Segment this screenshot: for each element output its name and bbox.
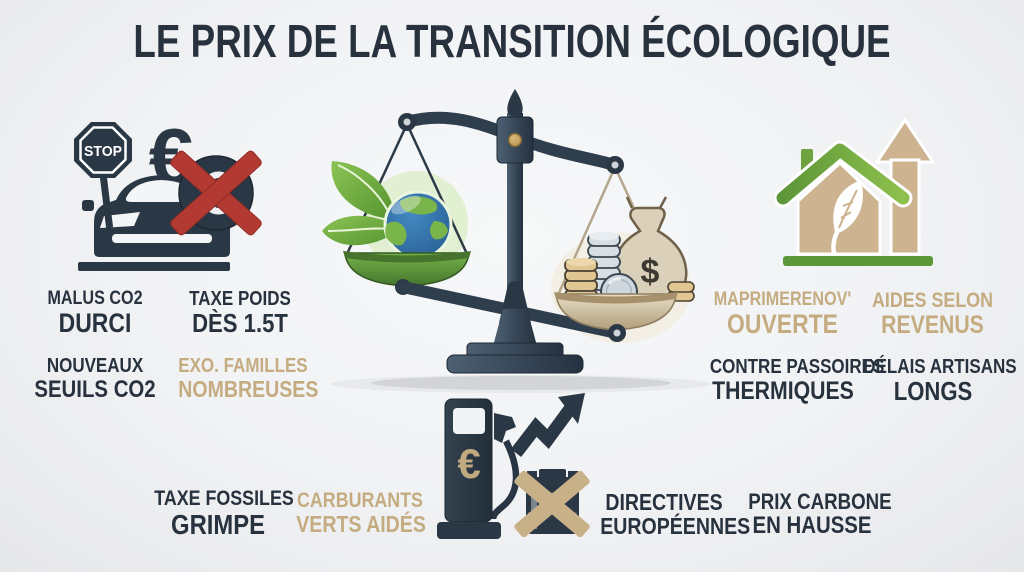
base-stem <box>493 309 537 346</box>
label-line: LONGS <box>893 376 973 406</box>
label-line: TAXE FOSSILES <box>154 487 294 510</box>
base-slab <box>446 354 584 374</box>
globe-icon <box>383 190 453 260</box>
finial <box>507 89 523 117</box>
eco-house-icon <box>775 117 936 266</box>
label-line: OUVERTE <box>727 308 838 339</box>
label-line: PRIX CARBONE <box>748 489 892 514</box>
label-line: DÉLAIS ARTISANS <box>863 356 1017 378</box>
label-exo-familles: EXO. FAMILLES NOMBREUSES <box>167 355 319 402</box>
label-taxe-fossiles: TAXE FOSSILES GRIMPE <box>143 487 294 541</box>
label-line: TAXE POIDS <box>189 288 291 310</box>
label-line: AIDES SELON <box>871 289 993 312</box>
dollar-symbol: $ <box>641 253 660 291</box>
label-line: DURCI <box>58 307 132 338</box>
pump-body: € <box>437 398 520 539</box>
label-taxe-poids: TAXE POIDS DÈS 1.5T <box>170 289 310 337</box>
beam-joint-pin <box>403 118 411 126</box>
tan-cross-icon <box>514 470 590 538</box>
label-maprimerenov: MAPRIMERENOV' OUVERTE <box>700 289 865 339</box>
stop-sign-icon: STOP <box>74 122 132 228</box>
label-carburants-verts: CARBURANTS VERTS AIDÉS <box>285 489 435 538</box>
label-line: THERMIQUES <box>712 377 854 405</box>
fuel-pump-icon: € <box>437 393 590 539</box>
label-line: DÈS 1.5T <box>192 308 288 338</box>
label-prix-carbone: PRIX CARBONE EN HAUSSE <box>737 489 892 540</box>
label-line: CONTRE PASSOIRES <box>709 356 885 378</box>
beam-joint-pin <box>611 161 619 169</box>
pump-euro-symbol: € <box>457 440 480 487</box>
oil-barrel-banned-icon <box>514 469 590 538</box>
page-title: LE PRIX DE LA TRANSITION ÉCOLOGIQUE <box>133 15 891 67</box>
label-line: GRIMPE <box>171 509 265 541</box>
pan-pivot-pin <box>613 329 621 337</box>
label-line: DIRECTIVES <box>605 489 723 515</box>
balance-scale-icon: $ <box>322 89 711 393</box>
house-icon <box>775 140 913 256</box>
label-line: MALUS CO2 <box>47 288 143 309</box>
label-directives: DIRECTIVES EUROPÉENNES <box>589 489 751 540</box>
scale-shadow-inner <box>371 376 671 390</box>
label-line: MAPRIMERENOV' <box>713 289 852 310</box>
gold-bolt <box>507 132 523 148</box>
label-nouveaux-seuils: NOUVEAUX SEUILS CO2 <box>20 355 170 403</box>
stop-text: STOP <box>84 143 122 160</box>
label-contre-passoires: CONTRE PASSOIRES THERMIQUES <box>697 356 885 405</box>
label-line: VERTS AIDÉS <box>296 511 426 538</box>
label-line: NOMBREUSES <box>178 376 319 402</box>
label-line: EXO. FAMILLES <box>178 355 308 377</box>
leaf-icon <box>831 180 863 254</box>
bracket-top <box>507 281 523 297</box>
label-line: CARBURANTS <box>297 489 423 512</box>
label-malus-co2: MALUS CO2 DURCI <box>25 288 165 338</box>
ground-bar <box>783 256 933 266</box>
label-line: REVENUS <box>881 311 984 340</box>
car-tax-icon: € STOP € <box>74 112 262 271</box>
banned-euro-coin-icon: € <box>170 150 262 236</box>
red-cross-icon <box>170 150 262 236</box>
label-line: NOUVEAUX <box>46 355 144 377</box>
label-line: EUROPÉENNES <box>600 513 751 540</box>
label-line: EN HAUSSE <box>752 512 872 540</box>
label-aides-selon: AIDES SELON REVENUS <box>855 289 1010 340</box>
rising-arrow-icon <box>510 393 585 457</box>
label-line: SEUILS CO2 <box>34 376 156 403</box>
label-delais-artisans: DÉLAIS ARTISANS LONGS <box>851 356 1017 406</box>
